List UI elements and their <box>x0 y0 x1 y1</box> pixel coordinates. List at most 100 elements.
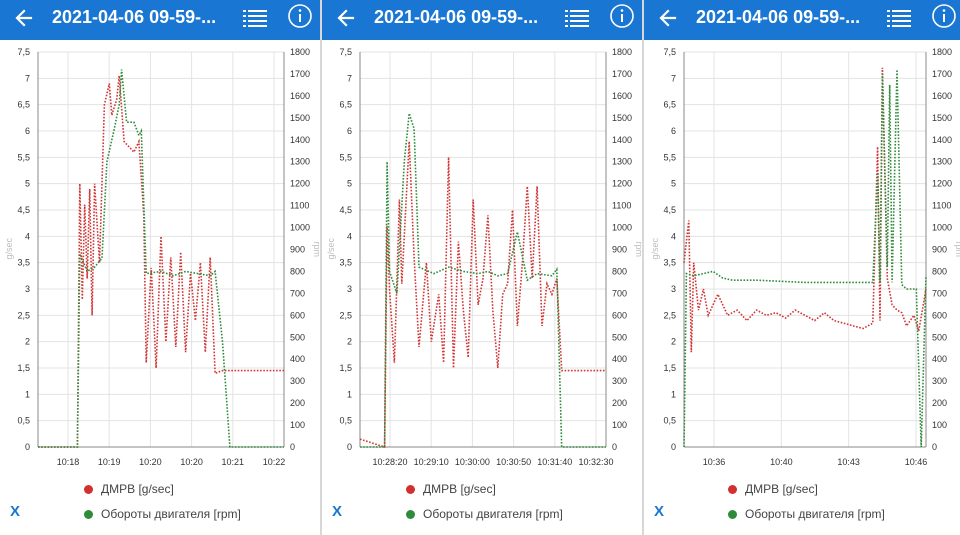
list-button[interactable] <box>238 4 272 38</box>
x-axis-toggle-button[interactable]: X <box>10 503 21 520</box>
red-dot-icon <box>84 484 93 494</box>
y-left-tick-label: 3 <box>671 284 676 294</box>
y-left-tick-label: 4 <box>671 231 676 241</box>
y-left-tick-label: 5,5 <box>339 152 352 162</box>
back-button[interactable] <box>652 4 684 36</box>
y-left-tick-label: 4 <box>347 231 352 241</box>
legend-label: ДМРВ [g/sec] <box>423 482 496 496</box>
list-icon <box>887 8 911 35</box>
info-button[interactable] <box>286 3 314 32</box>
rpm-series-line <box>360 113 606 448</box>
y-left-tick-label: 2 <box>671 337 676 347</box>
x-tick-label: 10:20 <box>139 457 162 467</box>
y-left-tick-label: 4,5 <box>17 205 30 215</box>
y-left-tick-label: 3,5 <box>17 258 30 268</box>
info-button[interactable] <box>930 3 958 32</box>
y-right-tick-label: 100 <box>290 420 305 430</box>
y-right-tick-label: 1500 <box>612 113 632 123</box>
y-right-tick-label: 1300 <box>932 157 952 167</box>
chart-panel-3: 2021-04-06 09-59-... 0 0,5 1 1,5 2 2,5 3 3,5 4 4,… <box>644 0 960 535</box>
x-tick-label: 10:30:00 <box>455 457 490 467</box>
y-right-tick-label: 1000 <box>932 223 952 233</box>
rpm-series-line <box>38 69 284 448</box>
panel-divider <box>320 0 322 535</box>
info-button[interactable] <box>608 3 636 34</box>
red-dot-icon <box>728 484 737 494</box>
chart-legend: ДМРВ [g/sec] Обороты двигателя [rpm] X <box>0 478 320 535</box>
legend-item-rpm: Обороты двигателя [rpm] <box>728 507 885 521</box>
x-tick-label: 10:18 <box>57 457 80 467</box>
y-right-unit-label: rpm <box>312 242 320 258</box>
x-axis-toggle-button[interactable]: X <box>332 503 343 520</box>
y-right-tick-label: 400 <box>290 354 305 364</box>
y-left-tick-label: 5 <box>347 179 352 189</box>
arrow-left-icon <box>14 8 34 33</box>
y-right-tick-label: 400 <box>932 354 947 364</box>
y-right-tick-label: 1600 <box>932 91 952 101</box>
y-right-tick-label: 1700 <box>932 69 952 79</box>
x-tick-label: 10:43 <box>837 457 860 467</box>
y-right-tick-label: 1200 <box>932 179 952 189</box>
y-left-tick-label: 2 <box>25 337 30 347</box>
legend-item-dmrv: ДМРВ [g/sec] <box>84 482 174 496</box>
y-left-tick-label: 6 <box>671 126 676 136</box>
y-left-tick-label: 5,5 <box>663 152 676 162</box>
x-axis-toggle-button[interactable]: X <box>654 503 665 520</box>
y-left-tick-label: 6 <box>347 126 352 136</box>
y-right-tick-label: 200 <box>612 398 627 408</box>
chart-legend: ДМРВ [g/sec] Обороты двигателя [rpm] X <box>322 478 642 535</box>
y-right-tick-label: 1700 <box>612 69 632 79</box>
back-button[interactable] <box>330 4 362 36</box>
y-right-tick-label: 1800 <box>932 47 952 57</box>
x-tick-label: 10:46 <box>905 457 928 467</box>
y-right-tick-label: 1300 <box>290 157 310 167</box>
y-left-tick-label: 5,5 <box>17 152 30 162</box>
y-right-tick-label: 1600 <box>290 91 310 101</box>
list-icon <box>243 8 267 35</box>
legend-label: Обороты двигателя [rpm] <box>101 507 241 521</box>
x-tick-label: 10:29:10 <box>414 457 449 467</box>
y-left-tick-label: 3 <box>347 284 352 294</box>
y-right-tick-label: 700 <box>290 288 305 298</box>
dmrv-series-line <box>683 67 927 353</box>
y-left-tick-label: 6 <box>25 126 30 136</box>
y-left-unit-label: g/sec <box>650 237 660 259</box>
y-left-tick-label: 7,5 <box>339 47 352 57</box>
page-title: 2021-04-06 09-59-... <box>374 7 539 27</box>
legend-item-dmrv: ДМРВ [g/sec] <box>406 482 496 496</box>
x-tick-label: 10:32:30 <box>578 457 613 467</box>
y-left-tick-label: 2,5 <box>663 310 676 320</box>
y-right-tick-label: 1800 <box>290 47 310 57</box>
top-app-bar: 2021-04-06 09-59-... <box>0 0 320 40</box>
x-tick-label: 10:40 <box>770 457 793 467</box>
y-left-tick-label: 0 <box>25 442 30 452</box>
y-left-tick-label: 0,5 <box>339 416 352 426</box>
y-right-tick-label: 1300 <box>612 157 632 167</box>
y-left-tick-label: 0,5 <box>17 416 30 426</box>
x-tick-label: 10:22 <box>263 457 286 467</box>
top-app-bar: 2021-04-06 09-59-... <box>644 0 960 40</box>
info-icon <box>609 3 635 34</box>
green-dot-icon <box>84 509 93 519</box>
x-tick-label: 10:36 <box>703 457 726 467</box>
y-left-tick-label: 6,5 <box>663 100 676 110</box>
y-left-tick-label: 1 <box>671 389 676 399</box>
y-right-tick-label: 100 <box>612 420 627 430</box>
y-left-tick-label: 2,5 <box>17 310 30 320</box>
panel-divider <box>642 0 644 535</box>
legend-label: ДМРВ [g/sec] <box>101 482 174 496</box>
list-button[interactable] <box>560 4 594 38</box>
arrow-left-icon <box>336 8 356 33</box>
y-right-tick-label: 1700 <box>290 69 310 79</box>
y-left-tick-label: 2 <box>347 337 352 347</box>
y-left-tick-label: 1 <box>25 389 30 399</box>
y-right-tick-label: 300 <box>932 376 947 386</box>
list-button[interactable] <box>882 4 916 38</box>
y-right-tick-label: 900 <box>612 245 627 255</box>
legend-item-dmrv: ДМРВ [g/sec] <box>728 482 818 496</box>
back-button[interactable] <box>8 4 40 36</box>
y-right-tick-label: 1000 <box>612 223 632 233</box>
y-right-tick-label: 1200 <box>290 179 310 189</box>
y-right-tick-label: 800 <box>612 266 627 276</box>
y-right-tick-label: 1400 <box>932 135 952 145</box>
